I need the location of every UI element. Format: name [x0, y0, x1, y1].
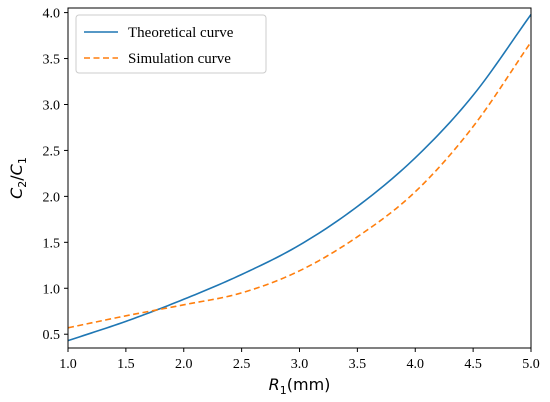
- x-tick-label: 1.5: [117, 357, 135, 372]
- y-tick-label: 3.0: [43, 98, 61, 113]
- x-axis-title-variable: R: [269, 375, 280, 394]
- y-tick-label: 2.5: [43, 144, 61, 159]
- legend: Theoretical curve Simulation curve: [75, 14, 267, 74]
- series-line-simulation: [67, 41, 532, 329]
- legend-box: [75, 14, 267, 74]
- x-axis-ticks: 1.0 1.5 2.0 2.5 3.0 3.5 4.0 4.5 5.0: [59, 348, 540, 372]
- y-axis-title-numerator: C: [7, 187, 26, 199]
- y-axis-ticks: 0.5 1.0 1.5 2.0 2.5 3.0 3.5 4.0: [43, 7, 68, 343]
- x-tick-label: 1.0: [59, 357, 77, 372]
- y-tick-label: 4.0: [43, 7, 61, 22]
- x-tick-label: 3.5: [349, 357, 367, 372]
- legend-label: Simulation curve: [128, 51, 231, 67]
- y-axis-title-numerator-subscript: 2: [16, 181, 29, 188]
- legend-label: Theoretical curve: [128, 25, 234, 41]
- plot-frame: [67, 7, 532, 349]
- y-tick-label: 1.0: [43, 282, 61, 297]
- series-layer: [67, 13, 532, 342]
- x-tick-label: 4.5: [464, 357, 482, 372]
- series-line-theoretical: [67, 13, 532, 342]
- y-axis-title: C2/C1: [7, 157, 29, 199]
- y-tick-label: 0.5: [43, 328, 61, 343]
- x-axis-title-unit: (mm): [287, 375, 331, 394]
- x-axis-title-subscript: 1: [280, 384, 287, 397]
- x-tick-label: 3.0: [291, 357, 309, 372]
- y-tick-label: 2.0: [43, 190, 61, 205]
- x-tick-label: 5.0: [522, 357, 540, 372]
- y-tick-label: 3.5: [43, 53, 61, 68]
- x-tick-label: 2.0: [175, 357, 193, 372]
- y-tick-label: 1.5: [43, 236, 61, 251]
- x-tick-label: 4.0: [407, 357, 425, 372]
- x-axis-title: R1(mm): [269, 375, 331, 397]
- y-axis-title-denominator: C: [7, 163, 26, 175]
- y-axis-title-slash: /: [7, 175, 26, 181]
- y-axis-title-denominator-subscript: 1: [16, 157, 29, 164]
- x-tick-label: 2.5: [233, 357, 251, 372]
